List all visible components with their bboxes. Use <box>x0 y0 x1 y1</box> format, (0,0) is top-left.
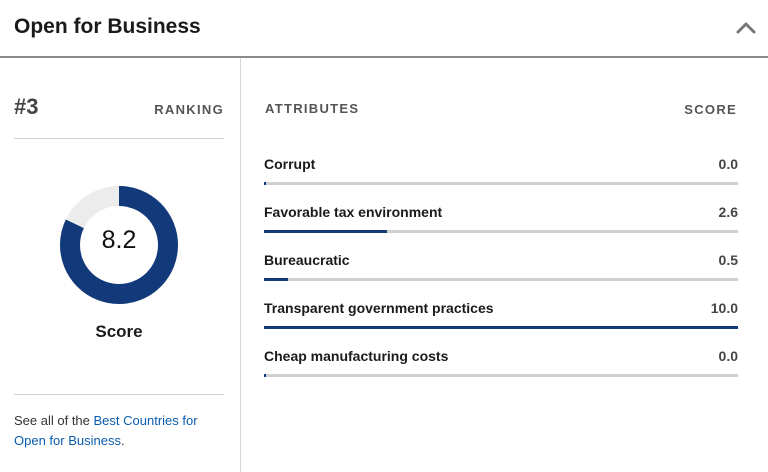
attribute-label: Transparent government practices <box>264 300 494 316</box>
attribute-label: Favorable tax environment <box>264 204 443 220</box>
attribute-bar-fill <box>264 374 266 377</box>
attribute-score: 10.0 <box>710 300 738 316</box>
attribute-label: Corrupt <box>264 156 316 172</box>
attribute-bar-fill <box>264 326 738 329</box>
donut-fill <box>60 186 178 304</box>
attribute-score: 0.5 <box>718 252 738 268</box>
attribute-bar-fill <box>264 182 266 185</box>
divider <box>14 394 224 395</box>
attribute-row: Transparent government practices 10.0 <box>264 300 738 348</box>
score-value: 8.2 <box>101 226 137 254</box>
attributes-panel: ATTRIBUTES SCORE Corrupt 0.0 Favorable t… <box>241 58 768 472</box>
attributes-header: ATTRIBUTES <box>265 101 360 116</box>
attribute-bar-track <box>264 278 738 281</box>
see-all-text: See all of the Best Countries for Open f… <box>14 411 224 451</box>
score-donut <box>58 184 180 306</box>
attribute-row: Bureaucratic 0.5 <box>264 252 738 300</box>
attribute-bar-track <box>264 326 738 329</box>
see-all-prefix: See all of the <box>14 413 94 428</box>
attribute-score: 0.0 <box>718 348 738 364</box>
section-title: Open for Business <box>14 15 201 38</box>
see-all-suffix: . <box>120 433 125 448</box>
ranking-label: RANKING <box>154 102 224 117</box>
attribute-bar-track <box>264 230 738 233</box>
attribute-label: Cheap manufacturing costs <box>264 348 449 364</box>
attribute-bar-fill <box>264 230 388 233</box>
score-header: SCORE <box>684 102 737 117</box>
divider <box>14 138 224 139</box>
rank-number: #3 <box>14 94 39 119</box>
attribute-bar-track <box>264 374 738 377</box>
attribute-label: Bureaucratic <box>264 252 350 268</box>
attribute-row: Favorable tax environment 2.6 <box>264 204 738 252</box>
score-label: Score <box>95 322 143 341</box>
section-header: Open for Business <box>0 0 768 58</box>
ranking-panel: #3 RANKING 8.2 Score See all of the Best… <box>0 58 241 472</box>
attribute-score: 2.6 <box>718 204 738 220</box>
best-countries-link[interactable]: Best Countries for Open for Business <box>14 413 198 448</box>
attribute-row: Corrupt 0.0 <box>264 156 738 204</box>
attribute-bar-fill <box>264 278 288 281</box>
attribute-score: 0.0 <box>718 156 738 172</box>
attribute-row: Cheap manufacturing costs 0.0 <box>264 348 738 396</box>
attribute-bar-track <box>264 182 738 185</box>
chevron-up-icon[interactable] <box>734 16 758 40</box>
